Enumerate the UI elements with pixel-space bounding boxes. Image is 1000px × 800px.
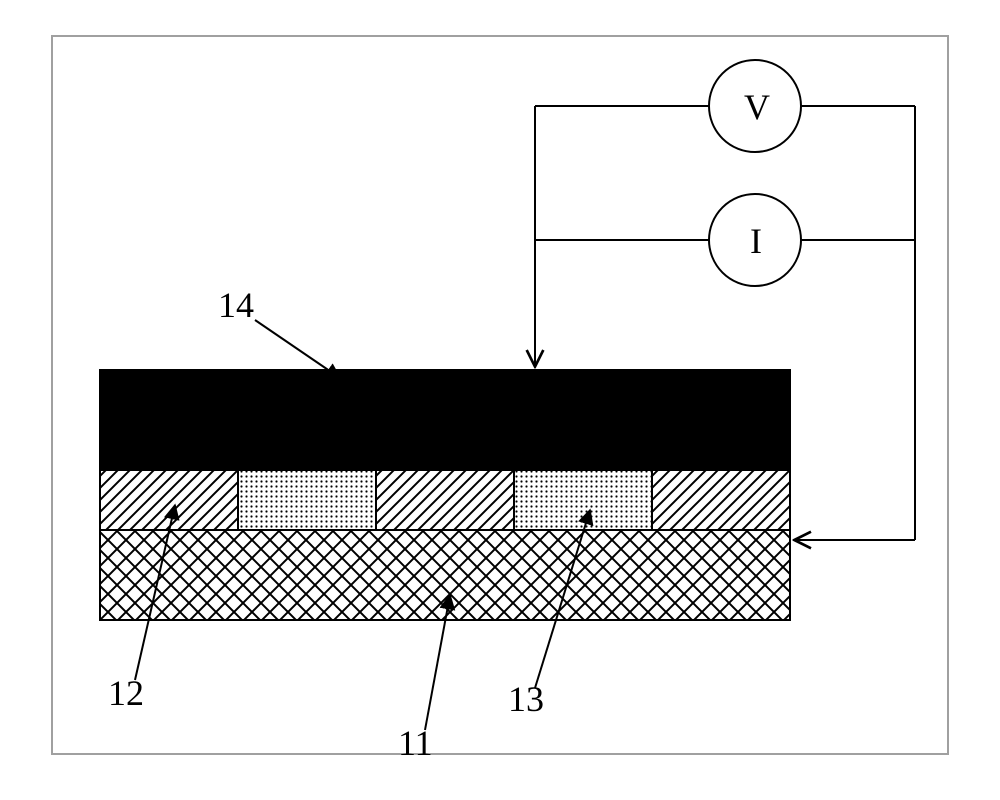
schematic-diagram bbox=[0, 0, 1000, 800]
label-13: 13 bbox=[508, 678, 544, 720]
label-12: 12 bbox=[108, 672, 144, 714]
layer-14 bbox=[100, 370, 790, 470]
layer-11 bbox=[100, 530, 790, 620]
layer-middle bbox=[100, 470, 790, 530]
ammeter-label: I bbox=[750, 220, 762, 262]
label-11: 11 bbox=[398, 722, 433, 764]
label-14: 14 bbox=[218, 284, 254, 326]
voltmeter-label: V bbox=[744, 86, 770, 128]
